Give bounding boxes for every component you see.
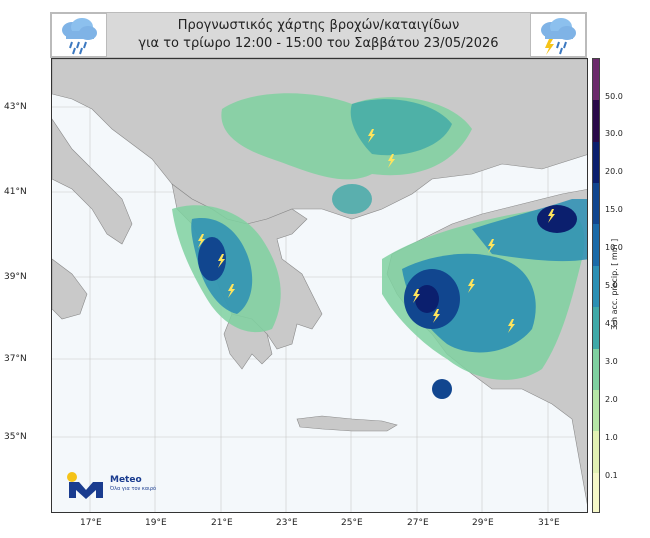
colorbar-label: 50.0: [605, 92, 623, 101]
lightning-markers: [198, 129, 555, 333]
colorbar-label: 30.0: [605, 129, 623, 138]
colorbar-label: 20.0: [605, 167, 623, 176]
colorbar-segment: [593, 183, 599, 226]
title-line-1: Προγνωστικός χάρτης βροχών/καταιγίδων: [177, 18, 460, 33]
colorbar-label: 2.0: [605, 395, 618, 404]
colorbar-label: 1.0: [605, 433, 618, 442]
storm-cloud-icon: [530, 13, 586, 57]
colorbar-segment: [593, 431, 599, 474]
colorbar-segment: [593, 224, 599, 267]
colorbar-label: 15.0: [605, 205, 623, 214]
colorbar-segment: [593, 472, 599, 512]
colorbar-segment: [593, 59, 599, 102]
lat-label-43: 43°N: [4, 102, 27, 112]
colorbar-segment: [593, 141, 599, 185]
logo-name: Meteo: [110, 475, 142, 485]
lon-label-29: 29°E: [472, 518, 494, 528]
lon-label-23: 23°E: [276, 518, 298, 528]
precip-field: [172, 93, 587, 399]
colorbar-label: 0.1: [605, 471, 618, 480]
lon-label-31: 31°E: [538, 518, 560, 528]
lon-label-27: 27°E: [407, 518, 429, 528]
lat-label-41: 41°N: [4, 187, 27, 197]
lon-label-17: 17°E: [80, 518, 102, 528]
colorbar-label: 4.0: [605, 319, 618, 328]
lon-label-21: 21°E: [211, 518, 233, 528]
lat-label-35: 35°N: [4, 432, 27, 442]
map-canvas: [52, 59, 587, 512]
colorbar-segment: [593, 307, 599, 350]
colorbar-segment: [593, 100, 599, 143]
map-title: Προγνωστικός χάρτης βροχών/καταιγίδων γι…: [111, 17, 526, 53]
colorbar-label: 5.0: [605, 281, 618, 290]
colorbar-segment: [593, 265, 599, 309]
colorbar-label: 10.0: [605, 243, 623, 252]
colorbar-segment: [593, 389, 599, 433]
precipitation-map: [51, 58, 588, 513]
map-header: Προγνωστικός χάρτης βροχών/καταιγίδων γι…: [50, 12, 587, 58]
lat-label-39: 39°N: [4, 272, 27, 282]
lon-label-25: 25°E: [341, 518, 363, 528]
colorbar-label: 3.0: [605, 357, 618, 366]
logo-tagline: Όλα για τον καιρό: [110, 486, 157, 492]
colorbar-title: 3-h acc. precip. [ mm ]: [610, 238, 619, 330]
rain-cloud-icon: [51, 13, 107, 57]
lon-label-19: 19°E: [145, 518, 167, 528]
colorbar-segment: [593, 348, 599, 391]
title-line-2: για το τρίωρο 12:00 - 15:00 του Σαββάτου…: [138, 36, 499, 51]
lat-label-37: 37°N: [4, 354, 27, 364]
colorbar: [592, 58, 600, 513]
meteo-logo: [65, 470, 107, 504]
